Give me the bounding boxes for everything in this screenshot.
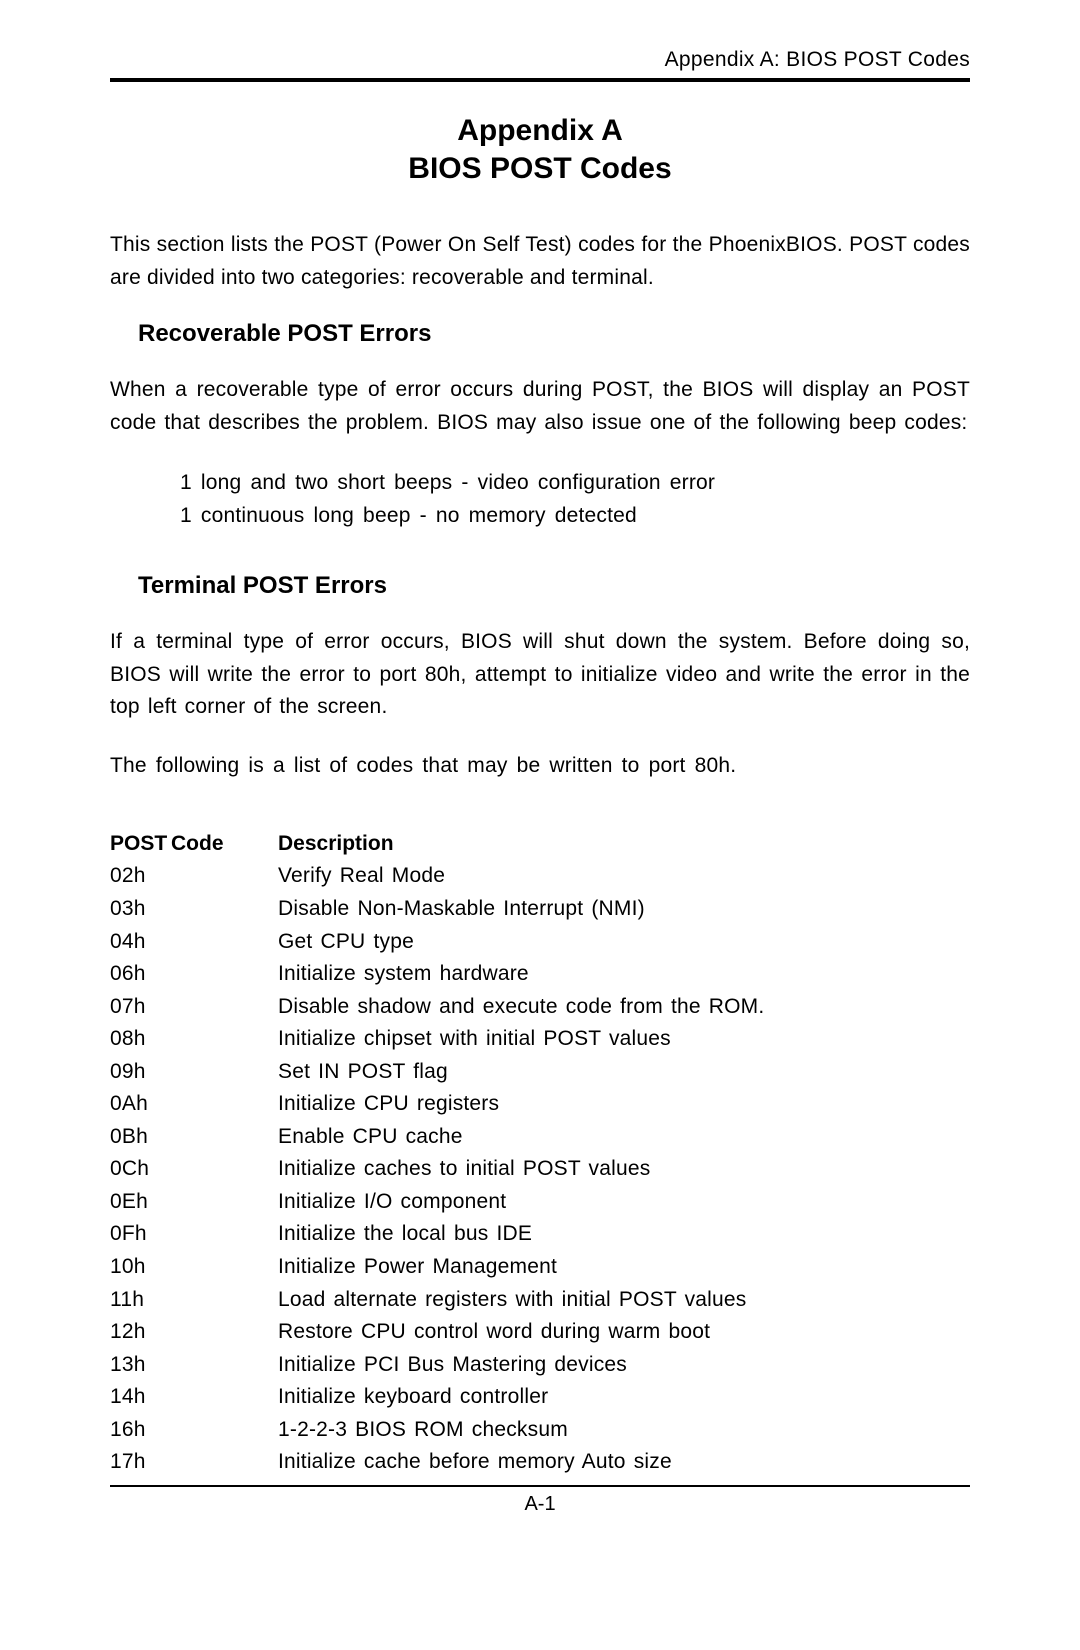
table-row: 14hInitialize keyboard controller bbox=[110, 1381, 970, 1414]
cell-code: 14h bbox=[110, 1381, 278, 1414]
terminal-body-2: The following is a list of codes that ma… bbox=[110, 750, 970, 783]
table-row: 04hGet CPU type bbox=[110, 926, 970, 959]
cell-desc: Verify Real Mode bbox=[278, 860, 970, 893]
cell-code: 0Ch bbox=[110, 1153, 278, 1186]
terminal-body: If a terminal type of error occurs, BIOS… bbox=[110, 626, 970, 724]
cell-code: 10h bbox=[110, 1251, 278, 1284]
table-row: 02hVerify Real Mode bbox=[110, 860, 970, 893]
cell-code: 02h bbox=[110, 860, 278, 893]
table-row: 17hInitialize cache before memory Auto s… bbox=[110, 1446, 970, 1479]
cell-code: 04h bbox=[110, 926, 278, 959]
running-header: Appendix A: BIOS POST Codes bbox=[110, 48, 970, 72]
cell-code: 06h bbox=[110, 958, 278, 991]
cell-code: 17h bbox=[110, 1446, 278, 1479]
cell-desc: Initialize the local bus IDE bbox=[278, 1218, 970, 1251]
cell-desc: Disable Non-Maskable Interrupt (NMI) bbox=[278, 893, 970, 926]
recoverable-body: When a recoverable type of error occurs … bbox=[110, 374, 970, 439]
cell-code: 03h bbox=[110, 893, 278, 926]
cell-code: 11h bbox=[110, 1284, 278, 1317]
cell-desc: Initialize Power Management bbox=[278, 1251, 970, 1284]
cell-desc: 1-2-2-3 BIOS ROM checksum bbox=[278, 1414, 970, 1447]
terminal-body-block: If a terminal type of error occurs, BIOS… bbox=[110, 626, 970, 724]
cell-desc: Initialize cache before memory Auto size bbox=[278, 1446, 970, 1479]
table-row: 08hInitialize chipset with initial POST … bbox=[110, 1023, 970, 1056]
cell-desc: Enable CPU cache bbox=[278, 1121, 970, 1154]
cell-desc: Load alternate registers with initial PO… bbox=[278, 1284, 970, 1317]
table-row: 0ChInitialize caches to initial POST val… bbox=[110, 1153, 970, 1186]
cell-desc: Restore CPU control word during warm boo… bbox=[278, 1316, 970, 1349]
table-row: 0AhInitialize CPU registers bbox=[110, 1088, 970, 1121]
table-row: 0BhEnable CPU cache bbox=[110, 1121, 970, 1154]
table-row: 0EhInitialize I/O component bbox=[110, 1186, 970, 1219]
cell-desc: Initialize chipset with initial POST val… bbox=[278, 1023, 970, 1056]
beep-code-list: 1 long and two short beeps - video confi… bbox=[180, 467, 970, 532]
title-block: Appendix A BIOS POST Codes bbox=[110, 112, 970, 187]
document-page: Appendix A: BIOS POST Codes Appendix A B… bbox=[0, 0, 1080, 1650]
table-row: 12hRestore CPU control word during warm … bbox=[110, 1316, 970, 1349]
cell-code: 16h bbox=[110, 1414, 278, 1447]
cell-code: 0Eh bbox=[110, 1186, 278, 1219]
cell-desc: Initialize keyboard controller bbox=[278, 1381, 970, 1414]
cell-code: 0Bh bbox=[110, 1121, 278, 1154]
beep-code-item: 1 continuous long beep - no memory detec… bbox=[180, 500, 970, 533]
cell-desc: Initialize caches to initial POST values bbox=[278, 1153, 970, 1186]
title-line-1: Appendix A bbox=[110, 112, 970, 150]
cell-desc: Disable shadow and execute code from the… bbox=[278, 991, 970, 1024]
post-codes-table: POST Code Description 02hVerify Real Mod… bbox=[110, 832, 970, 1478]
recoverable-heading: Recoverable POST Errors bbox=[138, 320, 970, 348]
cell-code: 09h bbox=[110, 1056, 278, 1089]
cell-desc: Get CPU type bbox=[278, 926, 970, 959]
table-row: 07hDisable shadow and execute code from … bbox=[110, 991, 970, 1024]
cell-code: 08h bbox=[110, 1023, 278, 1056]
header-rule bbox=[110, 78, 970, 82]
cell-desc: Initialize I/O component bbox=[278, 1186, 970, 1219]
table-row: 09hSet IN POST flag bbox=[110, 1056, 970, 1089]
table-header-code: POST Code bbox=[110, 832, 278, 856]
table-header-row: POST Code Description bbox=[110, 832, 970, 856]
cell-desc: Set IN POST flag bbox=[278, 1056, 970, 1089]
cell-code: 07h bbox=[110, 991, 278, 1024]
cell-code: 12h bbox=[110, 1316, 278, 1349]
table-body: 02hVerify Real Mode03hDisable Non-Maskab… bbox=[110, 860, 970, 1478]
table-row: 13hInitialize PCI Bus Mastering devices bbox=[110, 1349, 970, 1382]
beep-code-item: 1 long and two short beeps - video confi… bbox=[180, 467, 970, 500]
cell-desc: Initialize system hardware bbox=[278, 958, 970, 991]
table-row: 16h1-2-2-3 BIOS ROM checksum bbox=[110, 1414, 970, 1447]
table-header-desc: Description bbox=[278, 832, 970, 856]
page-number: A-1 bbox=[110, 1493, 970, 1516]
table-row: 11hLoad alternate registers with initial… bbox=[110, 1284, 970, 1317]
cell-code: 0Ah bbox=[110, 1088, 278, 1121]
cell-desc: Initialize PCI Bus Mastering devices bbox=[278, 1349, 970, 1382]
table-row: 10hInitialize Power Management bbox=[110, 1251, 970, 1284]
title-line-2: BIOS POST Codes bbox=[110, 150, 970, 188]
table-row: 0FhInitialize the local bus IDE bbox=[110, 1218, 970, 1251]
table-row: 03hDisable Non-Maskable Interrupt (NMI) bbox=[110, 893, 970, 926]
cell-code: 13h bbox=[110, 1349, 278, 1382]
cell-desc: Initialize CPU registers bbox=[278, 1088, 970, 1121]
cell-code: 0Fh bbox=[110, 1218, 278, 1251]
terminal-heading: Terminal POST Errors bbox=[138, 572, 970, 600]
table-row: 06hInitialize system hardware bbox=[110, 958, 970, 991]
footer-rule bbox=[110, 1485, 970, 1487]
intro-paragraph: This section lists the POST (Power On Se… bbox=[110, 229, 970, 294]
